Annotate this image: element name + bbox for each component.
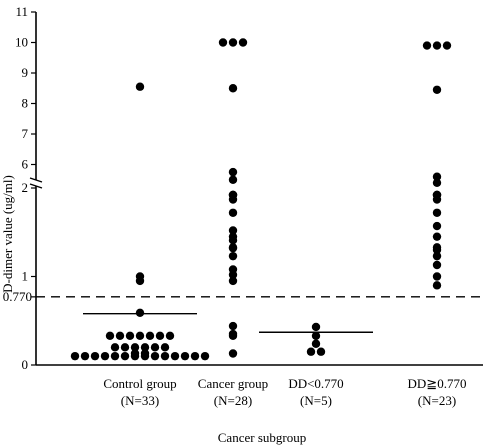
x-axis-title: Cancer subgroup <box>218 430 306 445</box>
y-tick-label: 11 <box>15 4 28 19</box>
data-point <box>120 351 130 361</box>
category-label: DD≧0.770 <box>408 376 467 391</box>
data-point <box>228 265 238 274</box>
data-point <box>306 347 316 356</box>
data-point <box>311 331 321 340</box>
y-tick-label: 2 <box>22 180 29 195</box>
data-point <box>110 351 120 361</box>
data-point <box>155 331 165 340</box>
data-point <box>130 349 140 358</box>
data-point <box>150 351 160 361</box>
data-point <box>135 276 145 286</box>
cutoff-line: 0.770 <box>3 289 483 304</box>
data-point <box>100 351 110 361</box>
y-axis-title: D-dimer value (ug/ml) <box>0 175 15 293</box>
data-point <box>432 251 442 261</box>
data-point <box>110 343 120 352</box>
data-point <box>432 172 442 181</box>
data-point <box>422 41 432 50</box>
data-point <box>228 232 238 241</box>
data-point <box>432 272 442 281</box>
data-point <box>135 331 145 340</box>
category-n-label: (N=33) <box>121 393 159 408</box>
data-point <box>432 208 442 217</box>
data-point <box>228 251 238 261</box>
y-tick-label: 6 <box>22 157 29 172</box>
data-point <box>432 85 442 94</box>
data-point <box>160 351 170 361</box>
category-n-label: (N=5) <box>300 393 332 408</box>
data-point <box>442 41 452 50</box>
data-point <box>432 178 442 187</box>
data-point <box>228 349 238 358</box>
data-point <box>180 351 190 361</box>
data-point <box>432 243 442 252</box>
median-lines <box>83 312 373 333</box>
data-point <box>228 167 238 177</box>
axis-break-mark <box>29 177 43 183</box>
data-point <box>105 331 115 340</box>
data-point <box>115 331 125 340</box>
data-point <box>228 175 238 184</box>
data-point <box>228 226 238 235</box>
data-point <box>140 349 150 358</box>
data-point <box>228 243 238 252</box>
data-point <box>432 260 442 270</box>
category-label: Cancer group <box>198 376 268 391</box>
y-tick-label: 9 <box>22 65 29 80</box>
data-point <box>160 343 170 352</box>
data-point <box>135 82 145 91</box>
data-point <box>80 351 90 361</box>
category-n-label: (N=28) <box>214 393 252 408</box>
y-tick-label: 0 <box>22 357 29 372</box>
data-point <box>311 322 321 332</box>
category-label: DD<0.770 <box>288 376 343 391</box>
data-point <box>228 321 238 331</box>
category-label: Control group <box>103 376 176 391</box>
axis-break-mark <box>29 183 43 189</box>
data-point <box>190 351 200 361</box>
data-point <box>70 351 80 361</box>
data-point <box>140 343 150 352</box>
data-point <box>120 343 130 352</box>
y-ticks: 0 1 2 6 7 8 9 10 11 <box>15 4 36 372</box>
data-point <box>218 38 228 47</box>
category-n-label: (N=23) <box>418 393 456 408</box>
data-point <box>432 190 442 200</box>
data-point <box>228 276 238 286</box>
data-point <box>228 84 238 93</box>
data-point <box>145 331 155 340</box>
data-point <box>228 190 238 200</box>
y-tick-label: 7 <box>22 126 29 141</box>
data-point <box>135 308 145 317</box>
axes <box>29 12 483 366</box>
data-point <box>150 343 160 352</box>
data-point <box>316 347 326 356</box>
category-labels: Control group (N=33) Cancer group (N=28) DD<… <box>103 376 466 408</box>
data-point <box>170 351 180 361</box>
data-point <box>432 281 442 290</box>
data-points <box>70 38 452 361</box>
data-point <box>165 331 175 340</box>
data-point <box>238 38 248 47</box>
data-point <box>130 343 140 352</box>
data-point <box>228 329 238 339</box>
data-point <box>125 331 135 340</box>
data-point <box>90 351 100 361</box>
cutoff-label: 0.770 <box>3 289 32 304</box>
data-point <box>200 351 210 361</box>
y-tick-label: 10 <box>15 35 28 50</box>
data-point <box>228 38 238 47</box>
data-point <box>432 221 442 231</box>
data-point <box>311 339 321 348</box>
y-tick-label: 8 <box>22 96 29 111</box>
data-point <box>432 41 442 50</box>
data-point <box>432 232 442 241</box>
data-point <box>228 208 238 217</box>
y-tick-label: 1 <box>22 269 29 284</box>
